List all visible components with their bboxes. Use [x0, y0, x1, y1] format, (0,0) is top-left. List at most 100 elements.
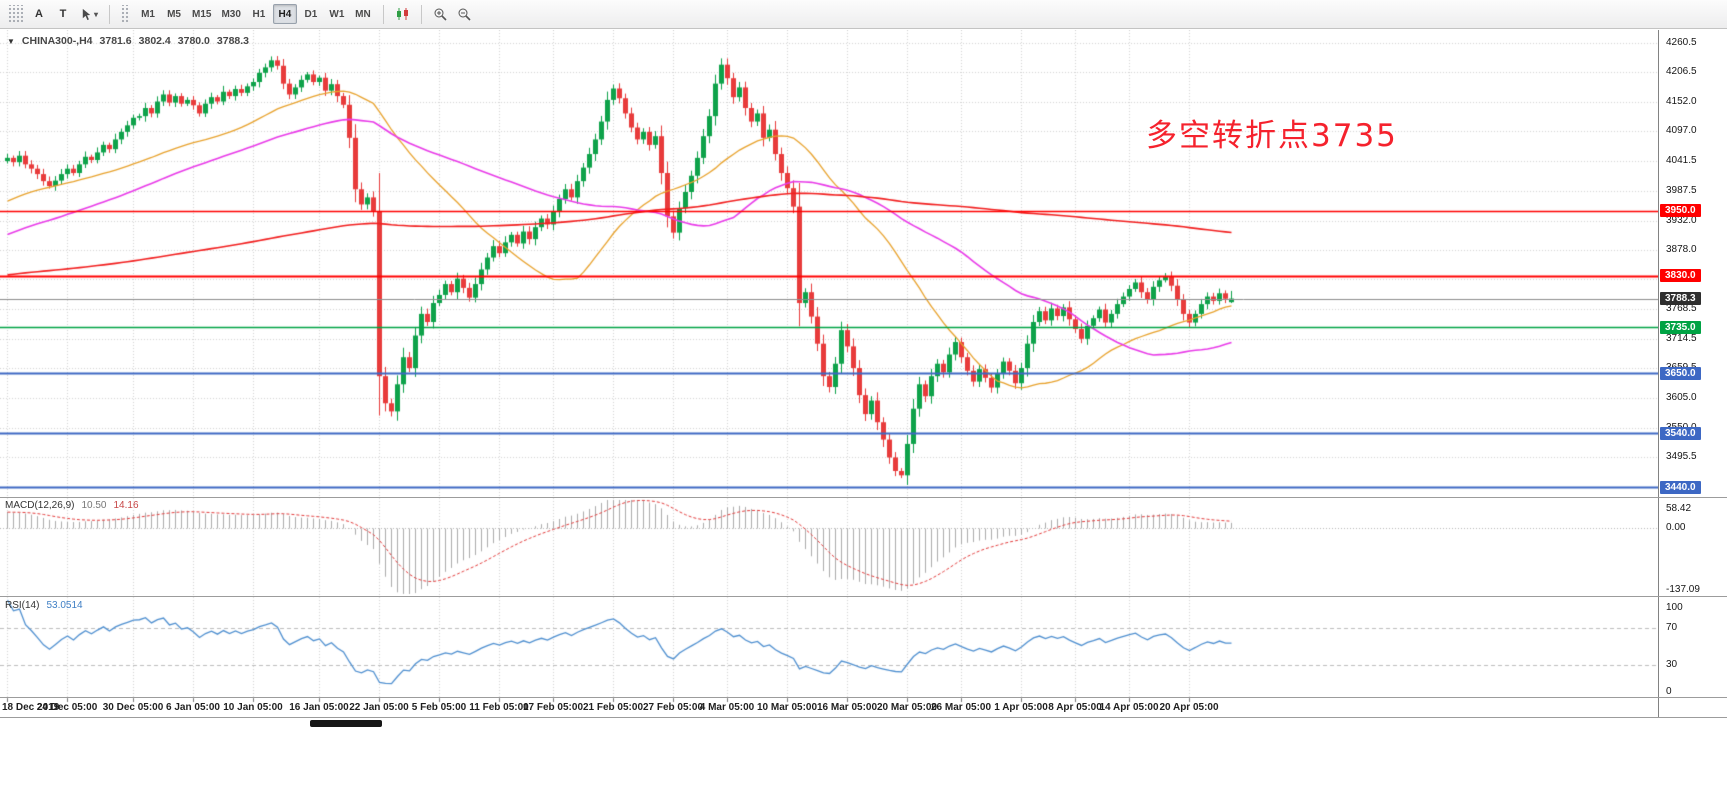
zoom-out-button[interactable]: [453, 3, 475, 25]
price-axis-tick: 4041.5: [1666, 155, 1697, 167]
price-axis[interactable]: 4260.5 4206.5 4152.0 4097.0 4041.5 3987.5 3932…: [1658, 30, 1727, 718]
hline-price-badge: 3735.0: [1660, 320, 1701, 334]
timeframe-toolbar: M1 M5 M15 M30 H1 H4 D1 W1 MN: [135, 4, 376, 24]
rsi-indicator-label: RSI(14) 53.0514: [5, 600, 83, 611]
candlestick-chart-icon: [395, 7, 410, 21]
macd-main-value: 10.50: [81, 500, 107, 511]
price-chart-canvas[interactable]: [0, 30, 1658, 718]
rsi-scale-label: 70: [1666, 621, 1678, 633]
panel-splitter-macd[interactable]: [0, 497, 1727, 498]
time-axis-label: 5 Feb 05:00: [411, 702, 467, 713]
hline-price-badge: 3440.0: [1660, 480, 1701, 494]
price-axis-tick: 4206.5: [1666, 65, 1697, 77]
toolbar-separator: [109, 4, 111, 24]
time-axis-label: 21 Feb 05:00: [582, 702, 644, 713]
time-axis-label: 20 Mar 05:00: [876, 702, 938, 713]
ohlc-close: 3788.3: [216, 35, 250, 47]
time-axis-label: 10 Mar 05:00: [756, 702, 818, 713]
timeframe-button-m15[interactable]: M15: [188, 4, 215, 24]
price-axis-tick: 3714.5: [1666, 332, 1697, 344]
timeframe-button-mn[interactable]: MN: [351, 4, 375, 24]
ohlc-open: 3781.6: [99, 35, 132, 47]
cursor-tool-button[interactable]: ▾: [76, 3, 102, 25]
time-axis-label: 1 Apr 05:00: [994, 702, 1048, 713]
zoom-out-icon: [457, 7, 471, 21]
timeframe-button-m1[interactable]: M1: [136, 4, 160, 24]
chart-symbol-header: ▼ CHINA300-,H4 3781.6 3802.4 3780.0 3788…: [7, 35, 249, 47]
time-axis-label: 8 Apr 05:00: [1048, 702, 1102, 713]
macd-scale-label: -137.09: [1666, 584, 1700, 595]
text-tool-button[interactable]: T: [52, 3, 74, 25]
chart-annotation-text: 多空转折点3735: [1146, 118, 1398, 154]
macd-name: MACD(12,26,9): [5, 500, 75, 511]
time-axis-top-border: [0, 697, 1727, 698]
timeframe-button-m5[interactable]: M5: [162, 4, 186, 24]
zoom-in-button[interactable]: [429, 3, 451, 25]
price-axis-tick: 3932.0: [1666, 214, 1697, 226]
price-axis-tick: 4097.0: [1666, 125, 1697, 137]
ohlc-low: 3780.0: [177, 35, 210, 47]
hline-price-badge: 3650.0: [1660, 366, 1701, 380]
symbol-dropdown-icon[interactable]: ▼: [7, 36, 15, 46]
time-axis-label: 26 Mar 05:00: [930, 702, 992, 713]
time-axis-label: 30 Dec 05:00: [102, 702, 164, 713]
cursor-icon: [80, 8, 93, 21]
time-axis-label: 6 Jan 05:00: [166, 702, 220, 713]
time-axis-label: 27 Feb 05:00: [642, 702, 704, 713]
macd-scale-label: 58.42: [1666, 503, 1692, 514]
timeframe-button-w1[interactable]: W1: [325, 4, 349, 24]
rsi-scale-label: 100: [1666, 602, 1683, 613]
time-axis-label: 14 Apr 05:00: [1099, 702, 1159, 713]
macd-indicator-label: MACD(12,26,9) 10.50 14.16: [5, 500, 139, 511]
top-toolbar: A T ▾ M1 M5 M15 M30 H1 H4 D1 W1 MN: [0, 0, 1727, 29]
panel-splitter-rsi[interactable]: [0, 596, 1727, 597]
bottom-dark-element: [310, 720, 382, 727]
time-axis[interactable]: 18 Dec 2019 24 Dec 05:00 30 Dec 05:00 6 Jan…: [0, 698, 1658, 718]
time-axis-label: 20 Apr 05:00: [1159, 702, 1219, 713]
timeframe-button-d1[interactable]: D1: [299, 4, 323, 24]
price-axis-tick: 3605.0: [1666, 391, 1697, 403]
rsi-scale-label: 30: [1666, 659, 1678, 671]
time-axis-label: 17 Feb 05:00: [522, 702, 584, 713]
timeframe-button-m30[interactable]: M30: [217, 4, 244, 24]
time-axis-label: 22 Jan 05:00: [349, 702, 409, 713]
zoom-in-icon: [433, 7, 447, 21]
toolbar-grip-icon[interactable]: [7, 5, 23, 23]
toolbar-separator: [420, 4, 422, 24]
time-axis-label: 16 Jan 05:00: [289, 702, 349, 713]
candlestick-chart-button[interactable]: [391, 3, 414, 25]
hline-price-badge: 3950.0: [1660, 204, 1701, 218]
price-axis-tick: 4152.0: [1666, 95, 1697, 107]
price-axis-tick: 4260.5: [1666, 36, 1697, 48]
time-axis-label: 16 Mar 05:00: [816, 702, 878, 713]
rsi-scale-label: 0: [1666, 686, 1672, 697]
chevron-down-icon: ▾: [94, 9, 99, 19]
symbol-period-label: CHINA300-,H4: [21, 35, 93, 47]
rsi-value: 53.0514: [46, 600, 83, 611]
text-tool-glyph: T: [59, 8, 67, 20]
time-axis-label: 4 Mar 05:00: [699, 702, 755, 713]
time-axis-label: 10 Jan 05:00: [223, 702, 283, 713]
timeframe-button-h4[interactable]: H4: [272, 4, 297, 24]
macd-signal-value: 14.16: [113, 500, 139, 511]
ohlc-high: 3802.4: [138, 35, 171, 47]
rsi-name: RSI(14): [5, 600, 40, 611]
toolbar-separator: [382, 4, 384, 24]
label-tool-button[interactable]: A: [28, 3, 50, 25]
price-axis-tick: 3878.0: [1666, 243, 1697, 255]
time-axis-label: 11 Feb 05:00: [469, 702, 529, 713]
toolbar-grip-icon[interactable]: [120, 5, 131, 23]
price-axis-tick: 3495.5: [1666, 451, 1697, 463]
label-tool-glyph: A: [35, 8, 43, 20]
bottom-strip: [0, 718, 1727, 798]
time-axis-bottom-border: [0, 717, 1727, 718]
time-axis-label: 24 Dec 05:00: [36, 702, 98, 713]
hline-price-badge: 3540.0: [1660, 426, 1701, 440]
price-axis-tick: 3987.5: [1666, 184, 1697, 196]
hline-price-badge: 3830.0: [1660, 269, 1701, 283]
current-price-badge: 3788.3: [1660, 292, 1701, 306]
time-axis-label: 18 Dec 2019: [2, 702, 60, 713]
timeframe-button-h1[interactable]: H1: [247, 4, 271, 24]
macd-scale-label: 0.00: [1666, 522, 1686, 534]
